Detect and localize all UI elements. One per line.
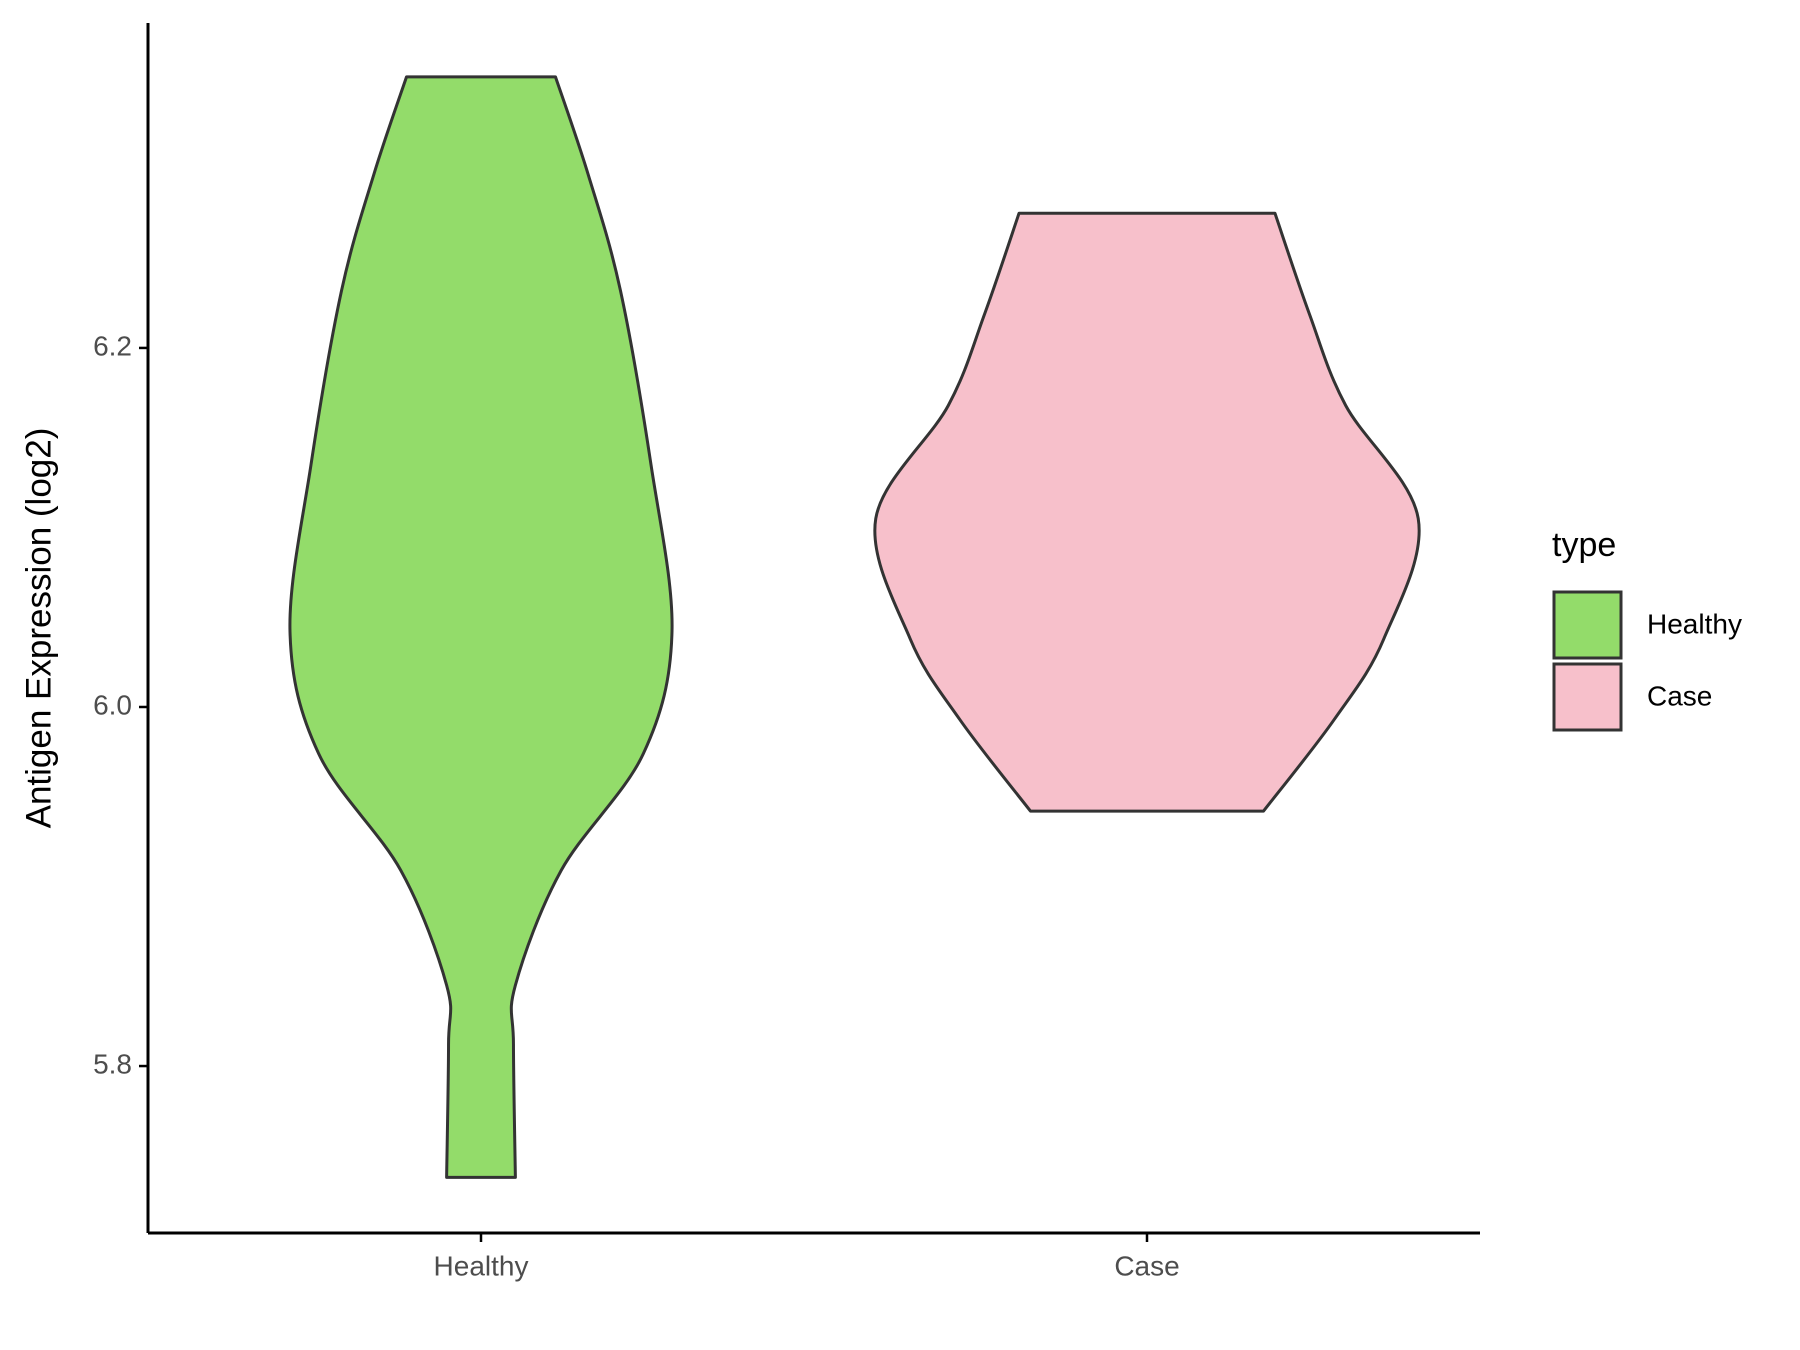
violin (873, 211, 1421, 813)
legend-key (1552, 662, 1623, 732)
y-tick-label: 6.0 (93, 689, 132, 720)
legend-label: Healthy (1647, 608, 1742, 639)
legend-label: Case (1647, 680, 1712, 711)
legend-key (1552, 590, 1623, 660)
y-tick-label: 6.2 (93, 330, 132, 361)
violin (288, 75, 674, 1179)
x-tick-label: Case (1114, 1250, 1179, 1281)
legend-title: type (1552, 526, 1616, 564)
y-tick-label: 5.8 (93, 1048, 132, 1079)
y-axis-title: Antigen Expression (log2) (19, 428, 58, 829)
x-tick-label: Healthy (434, 1250, 529, 1281)
